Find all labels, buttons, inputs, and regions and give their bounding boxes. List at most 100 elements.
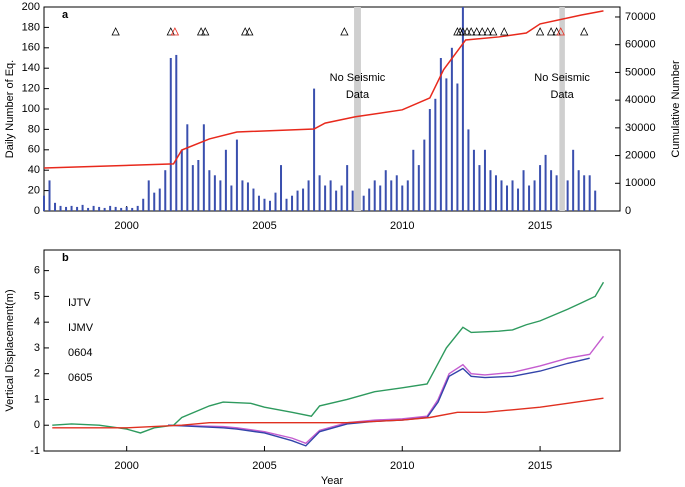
bar — [70, 205, 73, 211]
bar — [456, 83, 459, 211]
x-tick-label: 2000 — [114, 220, 138, 232]
bar — [539, 165, 542, 211]
event-marker — [241, 27, 250, 36]
x-axis-label: Year — [321, 475, 344, 487]
y-tick-label: 140 — [22, 62, 40, 74]
bar — [478, 165, 481, 211]
bar — [511, 180, 514, 211]
series-line — [168, 335, 605, 445]
y2-tick-label: 0 — [625, 205, 631, 217]
bar — [65, 206, 68, 211]
bar — [517, 188, 520, 211]
panel-label: a — [62, 9, 69, 21]
x-tick-label: 2015 — [528, 220, 552, 232]
bar — [544, 154, 547, 211]
series-line — [52, 281, 605, 434]
event-marker — [552, 27, 561, 36]
bar — [202, 124, 205, 211]
event-marker — [467, 27, 476, 36]
bar — [219, 180, 222, 211]
bar — [439, 58, 442, 211]
y2-tick-label: 20000 — [625, 149, 656, 161]
bar — [434, 98, 437, 211]
bar — [379, 185, 382, 211]
event-marker — [472, 27, 481, 36]
bar — [340, 185, 343, 211]
bar — [577, 170, 580, 211]
bar — [594, 190, 597, 211]
bar — [81, 204, 84, 211]
no-data-band — [559, 7, 565, 211]
bar — [318, 175, 321, 211]
bar — [147, 180, 150, 211]
event-marker — [340, 27, 349, 36]
bar — [445, 78, 448, 212]
bar — [384, 170, 387, 211]
bar — [313, 88, 316, 211]
legend-label: 0605 — [68, 372, 92, 384]
y2-tick-label: 50000 — [625, 66, 656, 78]
bar — [274, 192, 277, 211]
x-tick-label: 2015 — [528, 460, 552, 472]
y-tick-label: 180 — [22, 21, 40, 33]
y-tick-label: 80 — [28, 123, 40, 135]
bar — [472, 149, 475, 211]
bar — [395, 175, 398, 211]
x-tick-label: 2000 — [114, 460, 138, 472]
y2-tick-label: 30000 — [625, 122, 656, 134]
y-tick-label: -1 — [30, 445, 40, 457]
bar — [186, 124, 189, 211]
legend-label: IJTV — [68, 297, 91, 309]
bar — [296, 190, 299, 211]
bar — [257, 195, 260, 211]
event-marker — [111, 27, 120, 36]
bar — [522, 170, 525, 211]
no-data-band — [354, 7, 361, 211]
bar — [566, 180, 569, 211]
bar — [506, 185, 509, 211]
event-marker — [478, 27, 487, 36]
y2-tick-label: 70000 — [625, 11, 656, 23]
bar — [213, 175, 216, 211]
bar — [241, 180, 244, 211]
x-tick-label: 2010 — [390, 220, 414, 232]
bar — [169, 58, 172, 211]
y-tick-label: 40 — [28, 164, 40, 176]
event-marker — [500, 27, 509, 36]
bar — [230, 185, 233, 211]
bar — [131, 207, 134, 211]
event-marker — [580, 27, 589, 36]
bar — [362, 195, 365, 211]
bar — [583, 175, 586, 211]
bar — [43, 195, 45, 211]
bar — [291, 195, 294, 211]
bar — [588, 175, 591, 211]
bar — [87, 207, 90, 211]
bar — [252, 188, 255, 211]
y-tick-label: 160 — [22, 42, 40, 54]
bar — [125, 206, 128, 211]
event-marker — [201, 27, 210, 36]
bar — [406, 180, 409, 211]
bar — [401, 185, 404, 211]
x-tick-label: 2005 — [252, 460, 276, 472]
no-data-label: No Seismic — [330, 72, 386, 84]
bar — [142, 198, 145, 211]
bar — [351, 190, 354, 211]
x-tick-label: 2010 — [390, 460, 414, 472]
bar — [285, 198, 288, 211]
y-tick-label: 60 — [28, 144, 40, 156]
bar — [197, 160, 200, 211]
bar — [302, 188, 305, 211]
event-marker — [458, 27, 468, 36]
bar — [103, 207, 106, 211]
bar — [533, 180, 536, 211]
y-tick-label: 120 — [22, 83, 40, 95]
y-axis-label: Vertical Displacement(m) — [4, 289, 16, 411]
y-tick-label: 20 — [28, 185, 40, 197]
event-marker — [170, 27, 180, 36]
bar — [368, 188, 371, 211]
x-tick-label: 2005 — [252, 220, 276, 232]
bar — [109, 205, 112, 211]
bar — [500, 180, 503, 211]
